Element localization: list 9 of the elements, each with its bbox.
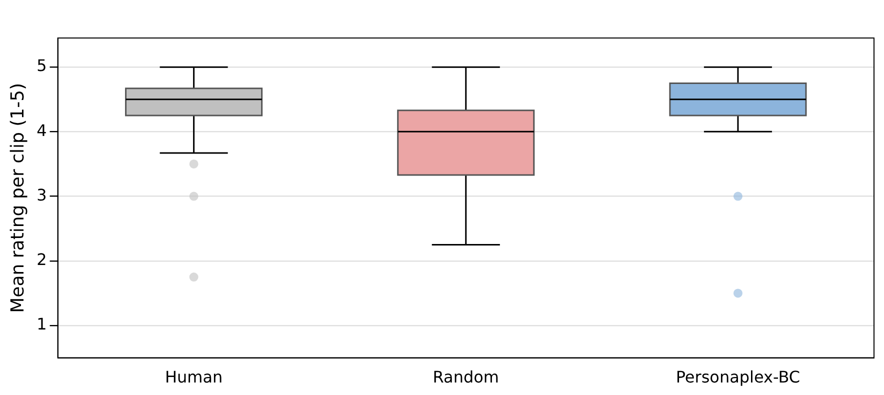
- x-tick-label: Personaplex-BC: [676, 368, 800, 387]
- y-tick-label: 3: [36, 185, 47, 204]
- x-tick-label: Random: [432, 368, 500, 387]
- x-tick-label: Human: [164, 368, 223, 387]
- y-tick-label: 2: [36, 250, 47, 270]
- y-tick-label: 5: [36, 56, 47, 76]
- y-tick-label: 4: [36, 120, 47, 140]
- y-tick-label: 1: [36, 314, 47, 334]
- y-axis-title: Mean rating per clip (1-5): [7, 82, 28, 313]
